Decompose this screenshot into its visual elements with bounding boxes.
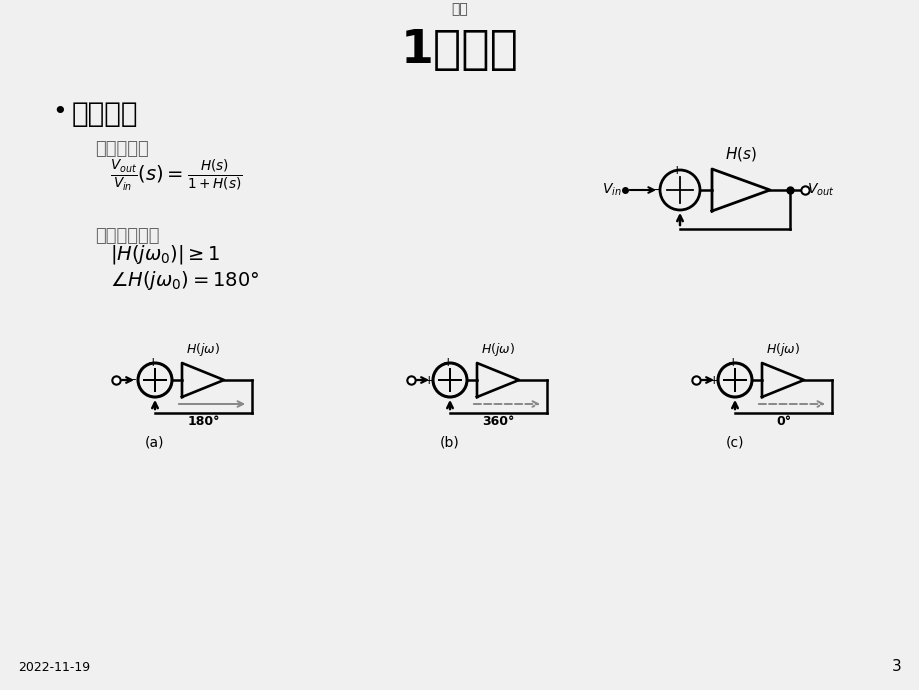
Text: 负反馈系统: 负反馈系统 [95, 140, 149, 158]
Text: 1、概述: 1、概述 [401, 28, 518, 73]
Text: $\angle H(j\omega_0) = 180°$: $\angle H(j\omega_0) = 180°$ [110, 268, 259, 291]
Text: 180°: 180° [187, 415, 220, 428]
Text: 巴克豪森准则: 巴克豪森准则 [95, 227, 159, 245]
Text: $H(j\omega)$: $H(j\omega)$ [481, 341, 515, 358]
Text: 0°: 0° [775, 415, 790, 428]
Text: $H(s)$: $H(s)$ [724, 145, 756, 163]
Text: 360°: 360° [482, 415, 514, 428]
Text: 3: 3 [891, 659, 901, 674]
Text: (b): (b) [439, 435, 460, 449]
Text: $|H(j\omega_0)| \geq 1$: $|H(j\omega_0)| \geq 1$ [110, 244, 221, 266]
Text: +: + [442, 357, 452, 370]
Text: (a): (a) [145, 435, 165, 449]
Text: +: + [147, 357, 157, 370]
Text: +: + [708, 373, 719, 386]
Text: $V_{out}$: $V_{out}$ [806, 181, 834, 198]
Text: 振荡条件: 振荡条件 [72, 100, 139, 128]
Text: •: • [52, 100, 67, 124]
Text: +: + [671, 164, 682, 177]
Text: +: + [726, 357, 737, 370]
Text: $V_{in}$: $V_{in}$ [602, 181, 621, 198]
Text: +: + [423, 373, 434, 386]
Text: (c): (c) [725, 435, 743, 449]
Text: 概述: 概述 [451, 2, 468, 16]
Text: -: - [131, 373, 136, 386]
Text: −: − [649, 184, 660, 197]
Text: $H(j\omega)$: $H(j\omega)$ [766, 341, 800, 358]
Text: 2022-11-19: 2022-11-19 [18, 661, 90, 674]
Text: $H(j\omega)$: $H(j\omega)$ [186, 341, 220, 358]
Text: $\frac{V_{out}}{V_{in}}(s) = \frac{H(s)}{1 + H(s)}$: $\frac{V_{out}}{V_{in}}(s) = \frac{H(s)}… [110, 157, 243, 193]
